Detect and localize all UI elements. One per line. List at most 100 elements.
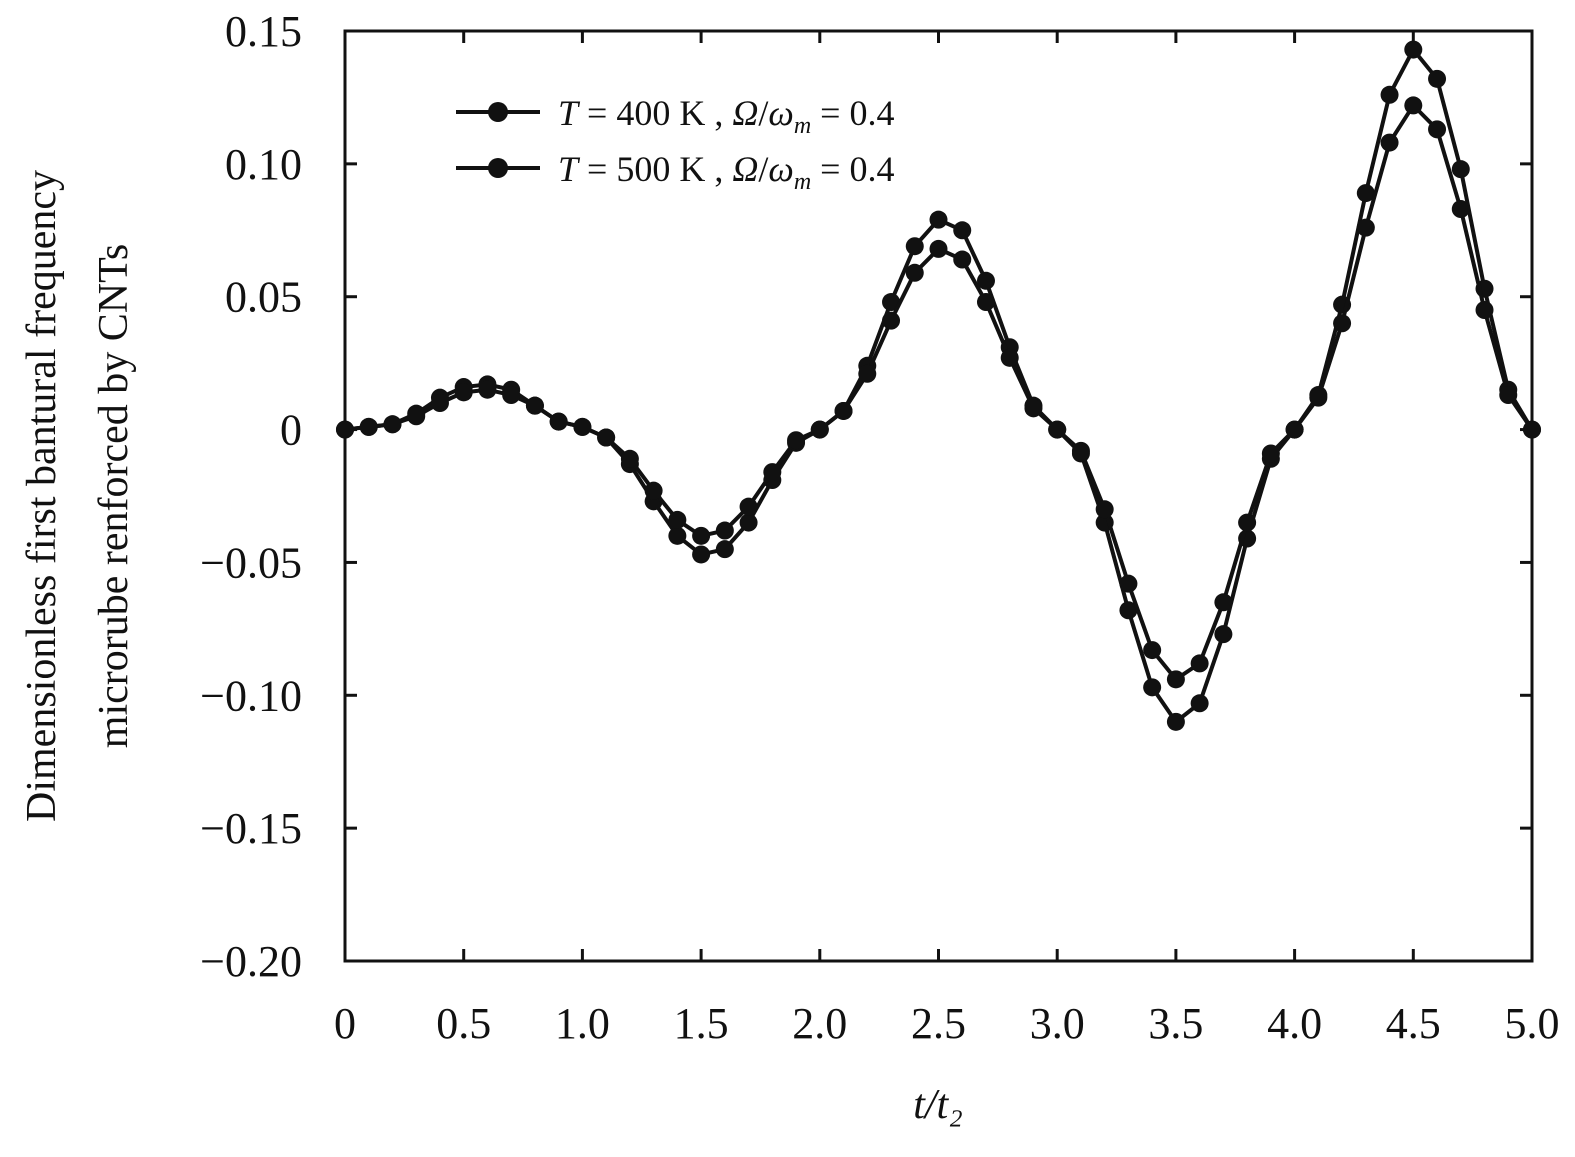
data-point xyxy=(1000,348,1019,367)
data-point xyxy=(644,481,663,500)
series-line-2 xyxy=(344,103,1534,682)
data-point xyxy=(1285,420,1304,439)
data-point xyxy=(1356,218,1375,237)
data-point xyxy=(882,293,901,312)
data-point xyxy=(1475,301,1494,319)
data-point xyxy=(692,545,711,564)
tick-marks xyxy=(343,29,1534,963)
data-point xyxy=(1404,96,1423,115)
data-point xyxy=(1499,386,1518,405)
legend-omega-m: ω xyxy=(768,93,793,133)
y-tick-label: 0 xyxy=(280,406,302,455)
legend-subscript: m xyxy=(794,113,811,139)
data-point xyxy=(1190,694,1209,713)
legend-t-unit: K xyxy=(679,93,705,133)
data-point xyxy=(478,380,497,399)
legend-entry-1: T = 400 K , Ω/ωm = 0.4 xyxy=(456,93,894,139)
legend-marker-2 xyxy=(488,158,508,178)
data-point xyxy=(882,311,901,330)
data-point xyxy=(1143,678,1162,697)
series-1 xyxy=(336,40,1541,731)
y-tick-label: −0.10 xyxy=(200,671,302,720)
x-tick-label: 0.5 xyxy=(436,999,491,1048)
legend-label-1: T = 400 K , Ω/ωm = 0.4 xyxy=(558,93,894,139)
data-point xyxy=(383,415,402,434)
data-point xyxy=(549,412,568,431)
data-point xyxy=(1024,399,1043,418)
data-point xyxy=(573,417,592,436)
data-point xyxy=(1071,441,1090,460)
y-tick-label: 0.05 xyxy=(225,273,302,322)
data-point xyxy=(668,510,687,529)
data-point xyxy=(1380,85,1399,104)
legend-t-value-1: 400 xyxy=(616,93,670,133)
series-line-1 xyxy=(344,47,1534,724)
data-point xyxy=(1095,500,1114,519)
data-point xyxy=(858,364,877,383)
legend-sep: , xyxy=(705,93,732,133)
x-tick-label: 1.5 xyxy=(674,999,729,1048)
data-point xyxy=(1214,593,1233,612)
y-tick-label: −0.05 xyxy=(200,538,302,587)
legend-t-symbol: T xyxy=(558,93,581,133)
data-point xyxy=(502,386,521,405)
data-point xyxy=(525,396,544,415)
data-point xyxy=(668,526,687,545)
y-tick-label: 0.15 xyxy=(225,7,302,56)
x-tick-label: 4.0 xyxy=(1267,999,1322,1048)
data-point xyxy=(1238,513,1257,532)
legend-omega: Ω xyxy=(732,149,758,189)
data-point xyxy=(905,237,924,256)
legend-value: = 0.4 xyxy=(820,149,894,189)
data-point xyxy=(1261,444,1280,463)
data-point xyxy=(787,431,806,450)
data-point xyxy=(430,394,449,412)
legend-omega-m: ω xyxy=(768,149,793,189)
data-point xyxy=(1428,120,1447,139)
x-tick-label: 3.5 xyxy=(1148,999,1203,1048)
x-axis-label: t/t₂ xyxy=(913,1082,963,1128)
data-point xyxy=(359,417,378,436)
data-point xyxy=(905,263,924,282)
legend: T = 400 K , Ω/ωm = 0.4 T = 500 K , Ω/ωm … xyxy=(456,93,894,195)
data-point xyxy=(953,221,972,240)
data-point xyxy=(597,428,616,447)
data-point xyxy=(336,420,354,439)
y-tick-label: 0.10 xyxy=(225,140,302,189)
y-axis-label-line2: microrube renforced by CNTs xyxy=(91,244,137,748)
plot-frame xyxy=(343,29,1534,963)
legend-value: = 0.4 xyxy=(820,93,894,133)
series-2 xyxy=(336,96,1541,689)
data-point xyxy=(715,540,734,559)
data-point xyxy=(1166,712,1185,731)
data-point xyxy=(976,271,995,290)
x-tick-label: 0 xyxy=(334,999,356,1048)
data-point xyxy=(1143,641,1162,660)
x-tick-label: 4.5 xyxy=(1386,999,1441,1048)
x-tick-label: 2.5 xyxy=(911,999,966,1048)
data-point xyxy=(1166,670,1185,689)
data-point xyxy=(739,513,758,532)
legend-omega: Ω xyxy=(732,93,758,133)
data-point xyxy=(953,250,972,269)
x-tick-label: 5.0 xyxy=(1505,999,1560,1048)
data-point xyxy=(1190,654,1209,673)
legend-t-symbol: T xyxy=(558,149,581,189)
series-group xyxy=(336,40,1541,731)
data-point xyxy=(1451,160,1470,179)
data-point xyxy=(1214,625,1233,644)
data-point xyxy=(1119,574,1138,593)
data-point xyxy=(1380,133,1399,152)
data-point xyxy=(1048,420,1067,439)
data-point xyxy=(620,449,639,468)
y-axis-label: Dimensionless first bantural frequency m… xyxy=(19,170,137,822)
data-point xyxy=(1451,200,1470,219)
legend-sep: , xyxy=(705,149,732,189)
data-point xyxy=(929,210,948,229)
data-point xyxy=(1428,69,1447,88)
data-point xyxy=(715,521,734,540)
y-axis-label-line1: Dimensionless first bantural frequency xyxy=(19,170,65,822)
y-tick-label: −0.15 xyxy=(200,804,302,853)
data-point xyxy=(692,526,711,545)
